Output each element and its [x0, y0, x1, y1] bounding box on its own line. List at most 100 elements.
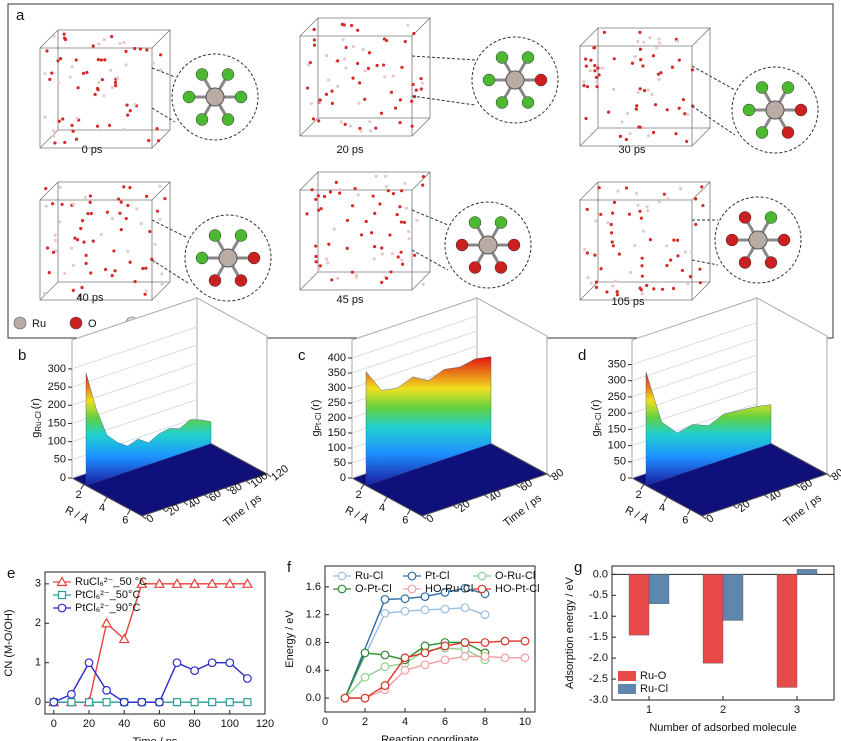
- zoom-line: [411, 209, 449, 226]
- water-atom: [669, 258, 673, 262]
- z-axis-label-part: g: [590, 430, 602, 436]
- time-caption: 30 ps: [619, 144, 646, 156]
- marker: [460, 651, 470, 661]
- marker: [206, 578, 218, 588]
- water-atom: [306, 63, 310, 67]
- water-atom: [328, 190, 333, 194]
- water-atom: [379, 111, 384, 115]
- water-atom: [118, 211, 122, 215]
- water-atom: [403, 40, 407, 44]
- time-tick: [795, 484, 801, 488]
- water-atom: [666, 197, 670, 201]
- grid-line: [631, 354, 758, 398]
- time-tick-label: 80: [829, 467, 841, 484]
- water-atom: [68, 75, 72, 79]
- water-atom: [330, 89, 334, 93]
- water-atom: [421, 174, 426, 179]
- time-tick: [421, 515, 427, 520]
- atom: [468, 261, 482, 274]
- water-atom: [160, 282, 164, 286]
- marker: [400, 606, 410, 616]
- water-atom: [336, 59, 340, 63]
- water-atom: [349, 23, 354, 28]
- water-atom: [648, 238, 653, 242]
- water-atom: [589, 281, 593, 285]
- panel-a-frame: [7, 3, 834, 339]
- water-atom: [78, 294, 82, 298]
- water-atom: [82, 240, 86, 244]
- water-atom: [384, 174, 388, 178]
- z-axis-label-part: (r): [590, 400, 602, 411]
- time-tick-label: 0: [424, 512, 436, 525]
- water-atom: [332, 227, 336, 231]
- water-atom: [311, 117, 316, 121]
- water-atom: [125, 103, 129, 107]
- water-atom: [151, 61, 155, 65]
- water-atom: [314, 197, 318, 201]
- grid-line: [71, 344, 198, 388]
- x-tick: [663, 496, 668, 503]
- time-tick: [162, 508, 168, 513]
- water-atom: [612, 200, 617, 204]
- water-atom: [99, 232, 103, 237]
- marker: [400, 665, 410, 675]
- water-atom: [45, 246, 50, 250]
- water-atom: [71, 202, 76, 206]
- water-atom: [122, 128, 127, 132]
- water-atom: [358, 126, 362, 130]
- marker: [208, 698, 217, 707]
- marker: [407, 584, 417, 594]
- water-atom: [357, 101, 361, 105]
- water-atom: [701, 203, 705, 208]
- water-atom: [683, 112, 687, 116]
- water-atom: [71, 129, 75, 133]
- water-atom: [356, 193, 360, 197]
- legend-label: RuCl₆²⁻_50 °C: [75, 576, 147, 588]
- time-axis-label: Time / ps: [501, 492, 544, 529]
- water-atom: [638, 125, 642, 129]
- plot-frame: [324, 565, 536, 713]
- water-atom: [400, 65, 404, 69]
- water-atom: [594, 285, 599, 289]
- water-atom: [634, 191, 639, 195]
- water-atom: [104, 267, 108, 272]
- y-tick-label: 1.2: [306, 609, 321, 621]
- z-tick-label: 250: [608, 391, 626, 403]
- water-atom: [93, 92, 97, 97]
- water-atom: [76, 238, 80, 242]
- water-atom: [582, 83, 586, 88]
- marker: [172, 698, 182, 707]
- water-atom: [380, 252, 384, 256]
- atom: [208, 229, 222, 242]
- water-atom: [660, 287, 665, 291]
- grid-line: [351, 315, 478, 359]
- atom: [725, 233, 739, 247]
- legend-label: Ru-O: [640, 670, 667, 682]
- water-atom: [606, 220, 610, 225]
- water-atom: [163, 197, 167, 201]
- water-atom: [657, 77, 661, 82]
- water-atom: [640, 274, 644, 278]
- water-atom: [336, 84, 340, 88]
- marker: [480, 651, 490, 661]
- water-atom: [119, 200, 123, 204]
- x-tick-label: 20: [83, 718, 95, 730]
- water-atom: [79, 226, 83, 231]
- water-atom: [314, 254, 318, 259]
- marker: [460, 583, 470, 593]
- water-atom: [43, 115, 47, 119]
- water-atom: [351, 76, 355, 80]
- water-atom: [628, 131, 632, 136]
- water-atom: [657, 200, 662, 204]
- water-atom: [585, 251, 590, 255]
- water-atom: [51, 202, 55, 206]
- atom: [195, 68, 209, 81]
- water-atom: [662, 192, 666, 196]
- water-atom: [330, 278, 334, 282]
- series-line: [345, 655, 525, 699]
- atom: [534, 73, 548, 87]
- x-tick-label: 0: [51, 718, 57, 730]
- y-tick-label: 0.0: [593, 568, 608, 580]
- marker: [477, 584, 487, 594]
- water-atom: [75, 116, 79, 120]
